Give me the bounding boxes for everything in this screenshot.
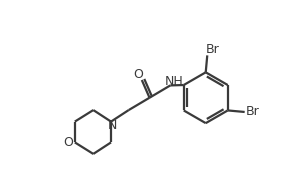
Text: O: O <box>133 68 143 81</box>
Text: O: O <box>63 136 73 149</box>
Text: N: N <box>108 119 117 132</box>
Text: Br: Br <box>206 43 219 56</box>
Text: NH: NH <box>165 75 184 88</box>
Text: Br: Br <box>246 105 259 118</box>
